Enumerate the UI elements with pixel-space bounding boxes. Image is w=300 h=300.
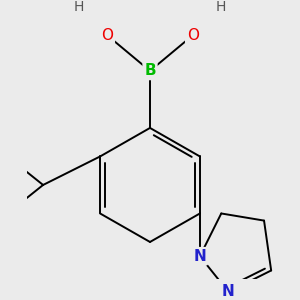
Text: B: B [144, 63, 156, 78]
Text: O: O [187, 28, 199, 43]
Text: N: N [222, 284, 235, 299]
Text: O: O [101, 28, 113, 43]
Text: H: H [216, 0, 226, 14]
Text: N: N [194, 249, 206, 264]
Text: H: H [74, 0, 84, 14]
